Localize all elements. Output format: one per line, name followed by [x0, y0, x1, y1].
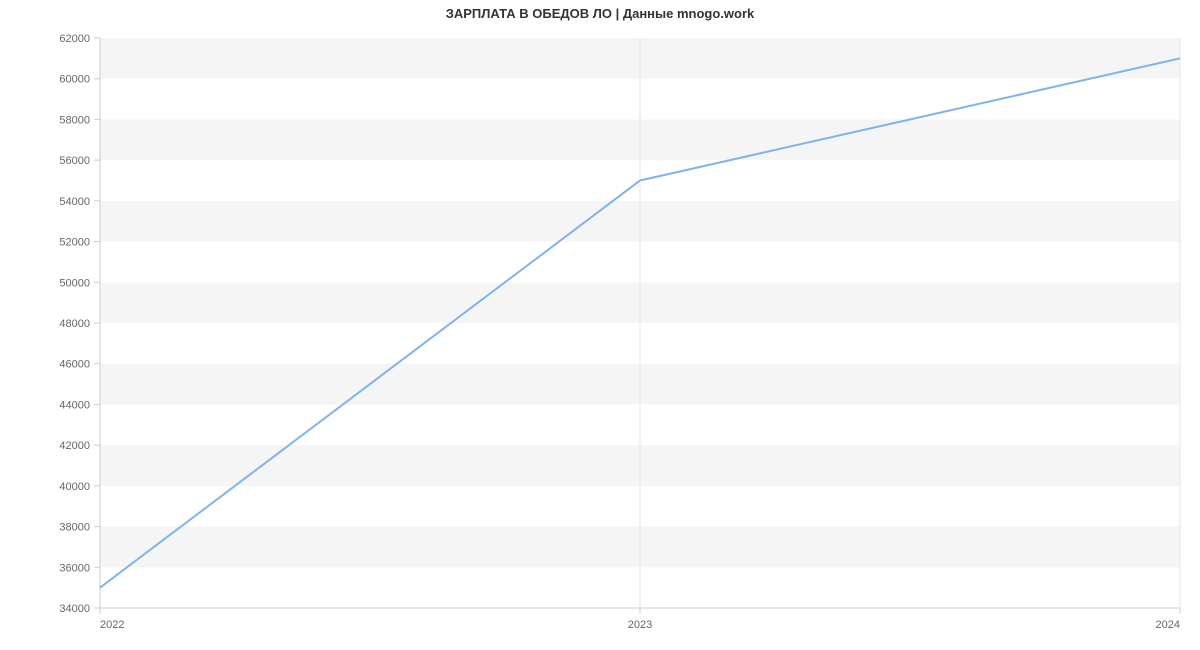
y-tick-label: 56000	[59, 155, 90, 167]
y-tick-label: 58000	[59, 114, 90, 126]
y-tick-label: 38000	[59, 522, 90, 534]
y-tick-label: 42000	[59, 440, 90, 452]
chart-container: ЗАРПЛАТА В ОБЕДОВ ЛО | Данные mnogo.work…	[0, 0, 1200, 650]
y-tick-label: 50000	[59, 277, 90, 289]
y-tick-label: 60000	[59, 74, 90, 86]
y-tick-label: 48000	[59, 318, 90, 330]
x-tick-label: 2023	[628, 619, 652, 631]
x-tick-label: 2024	[1156, 619, 1180, 631]
x-tick-label: 2022	[100, 619, 124, 631]
y-tick-label: 44000	[59, 399, 90, 411]
y-tick-label: 52000	[59, 237, 90, 249]
line-chart: 34000 36000 38000 40000 42000 44000 46000 48000…	[0, 0, 1200, 650]
y-tick-label: 54000	[59, 196, 90, 208]
y-tick-label: 62000	[59, 33, 90, 45]
y-tick-label: 34000	[59, 603, 90, 615]
y-tick-label: 40000	[59, 481, 90, 493]
y-tick-label: 36000	[59, 562, 90, 574]
y-tick-label: 46000	[59, 359, 90, 371]
